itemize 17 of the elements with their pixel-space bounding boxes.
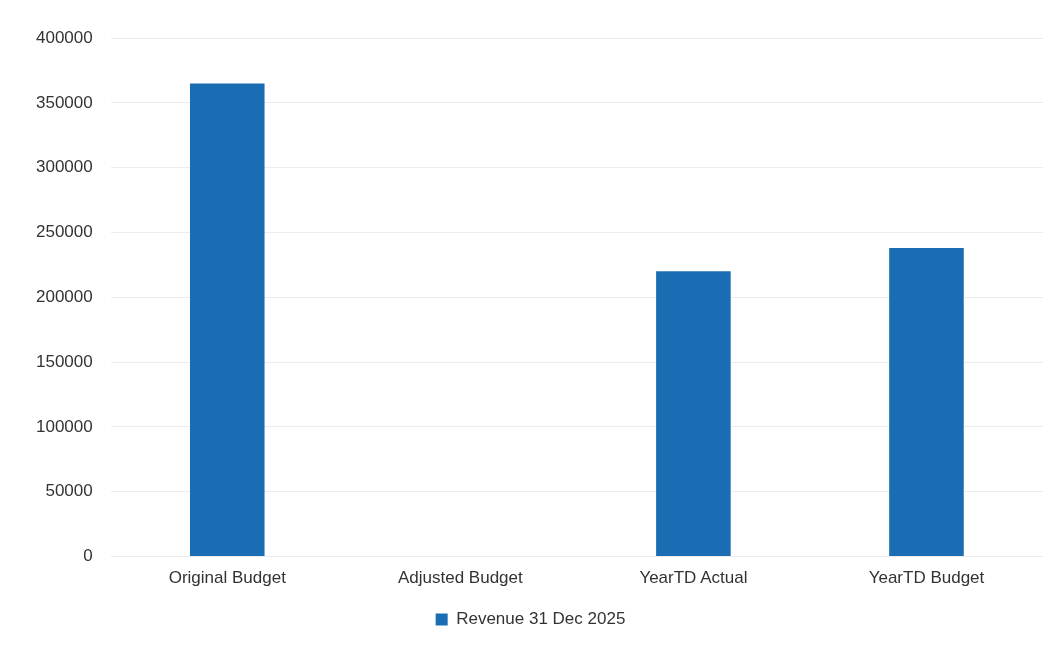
bar — [656, 271, 731, 557]
y-tick-label: 300000 — [35, 157, 93, 177]
legend-label: Revenue 31 Dec 2025 — [456, 609, 626, 629]
y-tick-label: 150000 — [35, 351, 93, 371]
y-tick-label: 100000 — [35, 416, 93, 436]
y-tick-label: 350000 — [35, 92, 93, 112]
x-tick-label: Adjusted Budget — [397, 568, 523, 588]
y-tick-label: 200000 — [35, 286, 93, 306]
bar — [189, 83, 265, 557]
bar — [889, 248, 964, 557]
y-tick-label: 0 — [83, 546, 93, 566]
x-tick-label: YearTD Budget — [868, 568, 985, 588]
y-tick-label: 50000 — [45, 481, 93, 501]
y-tick-label: 400000 — [35, 27, 93, 47]
y-tick-label: 250000 — [35, 222, 93, 242]
x-tick-label: Original Budget — [168, 568, 287, 588]
x-tick-label: YearTD Actual — [639, 568, 748, 588]
